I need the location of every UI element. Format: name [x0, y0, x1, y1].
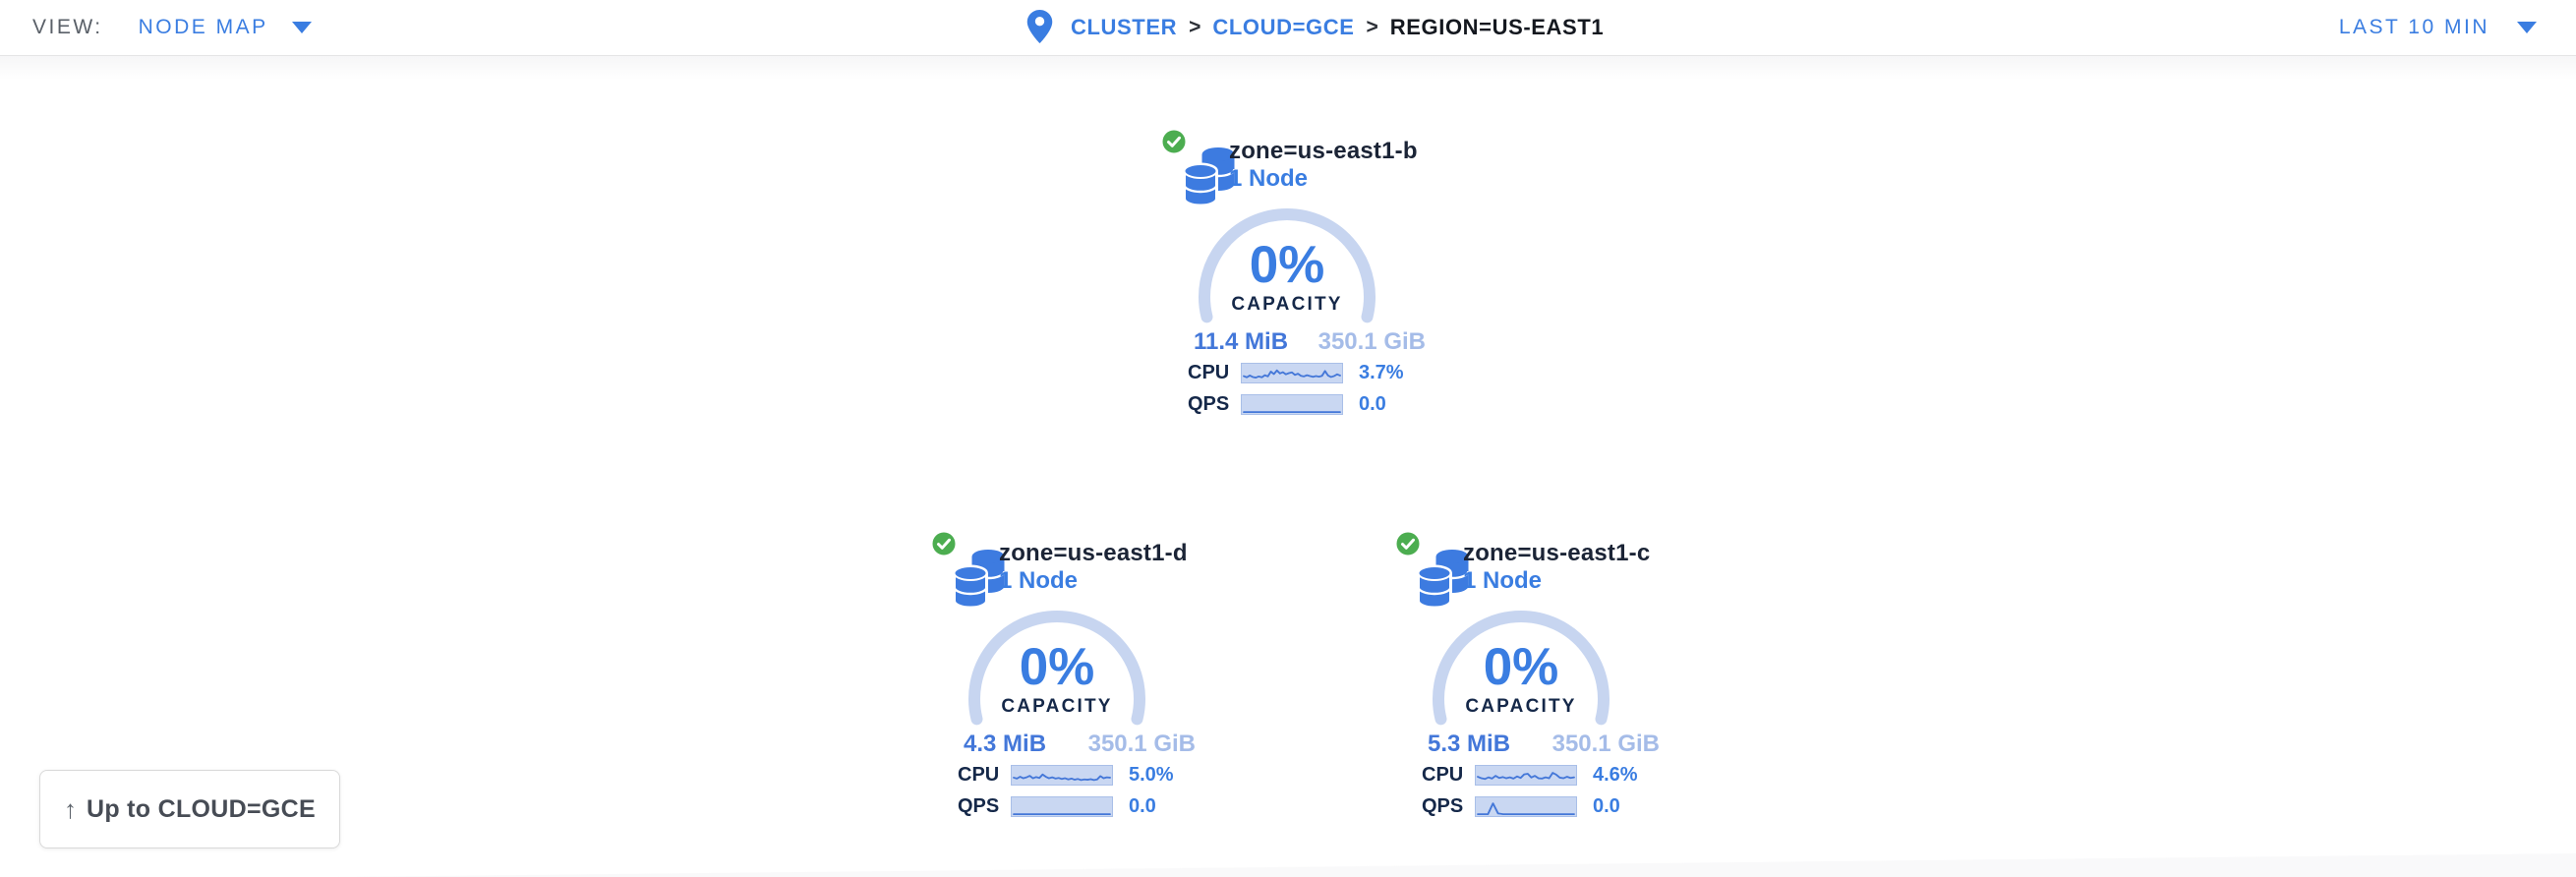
- breadcrumb-separator: >: [1189, 16, 1201, 38]
- qps-sparkline: [1011, 796, 1113, 817]
- breadcrumb-item-cloud-gce[interactable]: CLOUD=GCE: [1212, 15, 1355, 39]
- database-stack-icon: [1417, 550, 1470, 609]
- healthy-check-icon: [1394, 530, 1422, 557]
- capacity-used: 11.4 MiB: [1194, 328, 1289, 355]
- node-group-icon: [1392, 528, 1473, 609]
- cpu-label: CPU: [958, 764, 1000, 786]
- capacity-gauge: 0% CAPACITY: [959, 609, 1155, 729]
- chevron-down-icon: [291, 22, 312, 33]
- up-button-label: Up to CLOUD=GCE: [87, 794, 316, 823]
- zone-name: zone=us-east1-c: [1463, 540, 1651, 566]
- zone-card-header: zone=us-east1-b 1 Node: [1148, 125, 1426, 206]
- cpu-sparkline: [1241, 363, 1343, 383]
- node-count: 1 Node: [999, 567, 1079, 594]
- zone-card[interactable]: zone=us-east1-c 1 Node 0% CAPACITY 5.3 M…: [1382, 527, 1660, 818]
- capacity-label: CAPACITY: [1231, 294, 1343, 315]
- chevron-down-icon: [2517, 22, 2537, 33]
- map-pin-icon: [1026, 10, 1053, 43]
- zone-name: zone=us-east1-b: [1229, 138, 1418, 164]
- node-map-canvas: zone=us-east1-b 1 Node 0% CAPACITY 11.4 …: [0, 56, 2576, 877]
- time-range-value: LAST 10 MIN: [2338, 16, 2489, 38]
- qps-sparkline: [1475, 796, 1577, 817]
- node-group-icon: [1158, 126, 1239, 206]
- capacity-label: CAPACITY: [1465, 696, 1577, 717]
- qps-value: 0.0: [1359, 393, 1386, 415]
- capacity-total: 350.1 GiB: [1317, 328, 1426, 355]
- cpu-sparkline: [1475, 765, 1577, 786]
- qps-value: 0.0: [1593, 795, 1620, 817]
- qps-value: 0.0: [1129, 795, 1156, 817]
- time-range-selector[interactable]: LAST 10 MIN: [2339, 0, 2537, 55]
- node-count: 1 Node: [1463, 567, 1543, 594]
- breadcrumb: CLUSTER > CLOUD=GCE > REGION=US-EAST1: [1026, 0, 1604, 55]
- view-label: VIEW:: [32, 16, 103, 38]
- qps-sparkline: [1241, 394, 1343, 415]
- cpu-label: CPU: [1188, 362, 1230, 383]
- zone-card-header: zone=us-east1-d 1 Node: [918, 527, 1196, 609]
- capacity-gauge: 0% CAPACITY: [1189, 206, 1385, 326]
- capacity-percentage: 0%: [1249, 236, 1325, 294]
- cpu-value: 5.0%: [1129, 764, 1174, 786]
- map-background-shade: [334, 853, 2576, 877]
- cpu-value: 3.7%: [1359, 362, 1404, 383]
- view-value: NODE MAP: [138, 16, 268, 38]
- cpu-value: 4.6%: [1593, 764, 1638, 786]
- cpu-sparkline: [1011, 765, 1113, 786]
- up-arrow-icon: ↑: [64, 793, 78, 824]
- database-stack-icon: [1183, 147, 1236, 206]
- qps-label: QPS: [1422, 795, 1464, 817]
- zone-card-header: zone=us-east1-c 1 Node: [1382, 527, 1660, 609]
- healthy-check-icon: [930, 530, 958, 557]
- capacity-used: 5.3 MiB: [1428, 731, 1511, 757]
- capacity-total: 350.1 GiB: [1087, 731, 1196, 757]
- breadcrumb-separator: >: [1366, 16, 1378, 38]
- qps-label: QPS: [958, 795, 1000, 817]
- view-selector[interactable]: VIEW: NODE MAP: [32, 0, 312, 55]
- database-stack-icon: [953, 550, 1006, 609]
- cpu-label: CPU: [1422, 764, 1464, 786]
- zone-card[interactable]: zone=us-east1-d 1 Node 0% CAPACITY 4.3 M…: [918, 527, 1196, 818]
- capacity-gauge: 0% CAPACITY: [1423, 609, 1619, 729]
- capacity-used: 4.3 MiB: [964, 731, 1047, 757]
- node-group-icon: [928, 528, 1009, 609]
- topbar: VIEW: NODE MAP CLUSTER > CLOUD=GCE > REG…: [0, 0, 2576, 56]
- capacity-total: 350.1 GiB: [1551, 731, 1660, 757]
- capacity-percentage: 0%: [1019, 638, 1095, 696]
- breadcrumb-current-region: REGION=US-EAST1: [1389, 15, 1605, 39]
- capacity-percentage: 0%: [1483, 638, 1559, 696]
- up-to-parent-button[interactable]: ↑ Up to CLOUD=GCE: [39, 770, 340, 848]
- node-count: 1 Node: [1229, 165, 1309, 192]
- capacity-label: CAPACITY: [1001, 696, 1113, 717]
- zone-card[interactable]: zone=us-east1-b 1 Node 0% CAPACITY 11.4 …: [1148, 125, 1426, 416]
- healthy-check-icon: [1160, 128, 1188, 155]
- zone-name: zone=us-east1-d: [999, 540, 1188, 566]
- breadcrumb-item-cluster[interactable]: CLUSTER: [1071, 15, 1178, 39]
- qps-label: QPS: [1188, 393, 1230, 415]
